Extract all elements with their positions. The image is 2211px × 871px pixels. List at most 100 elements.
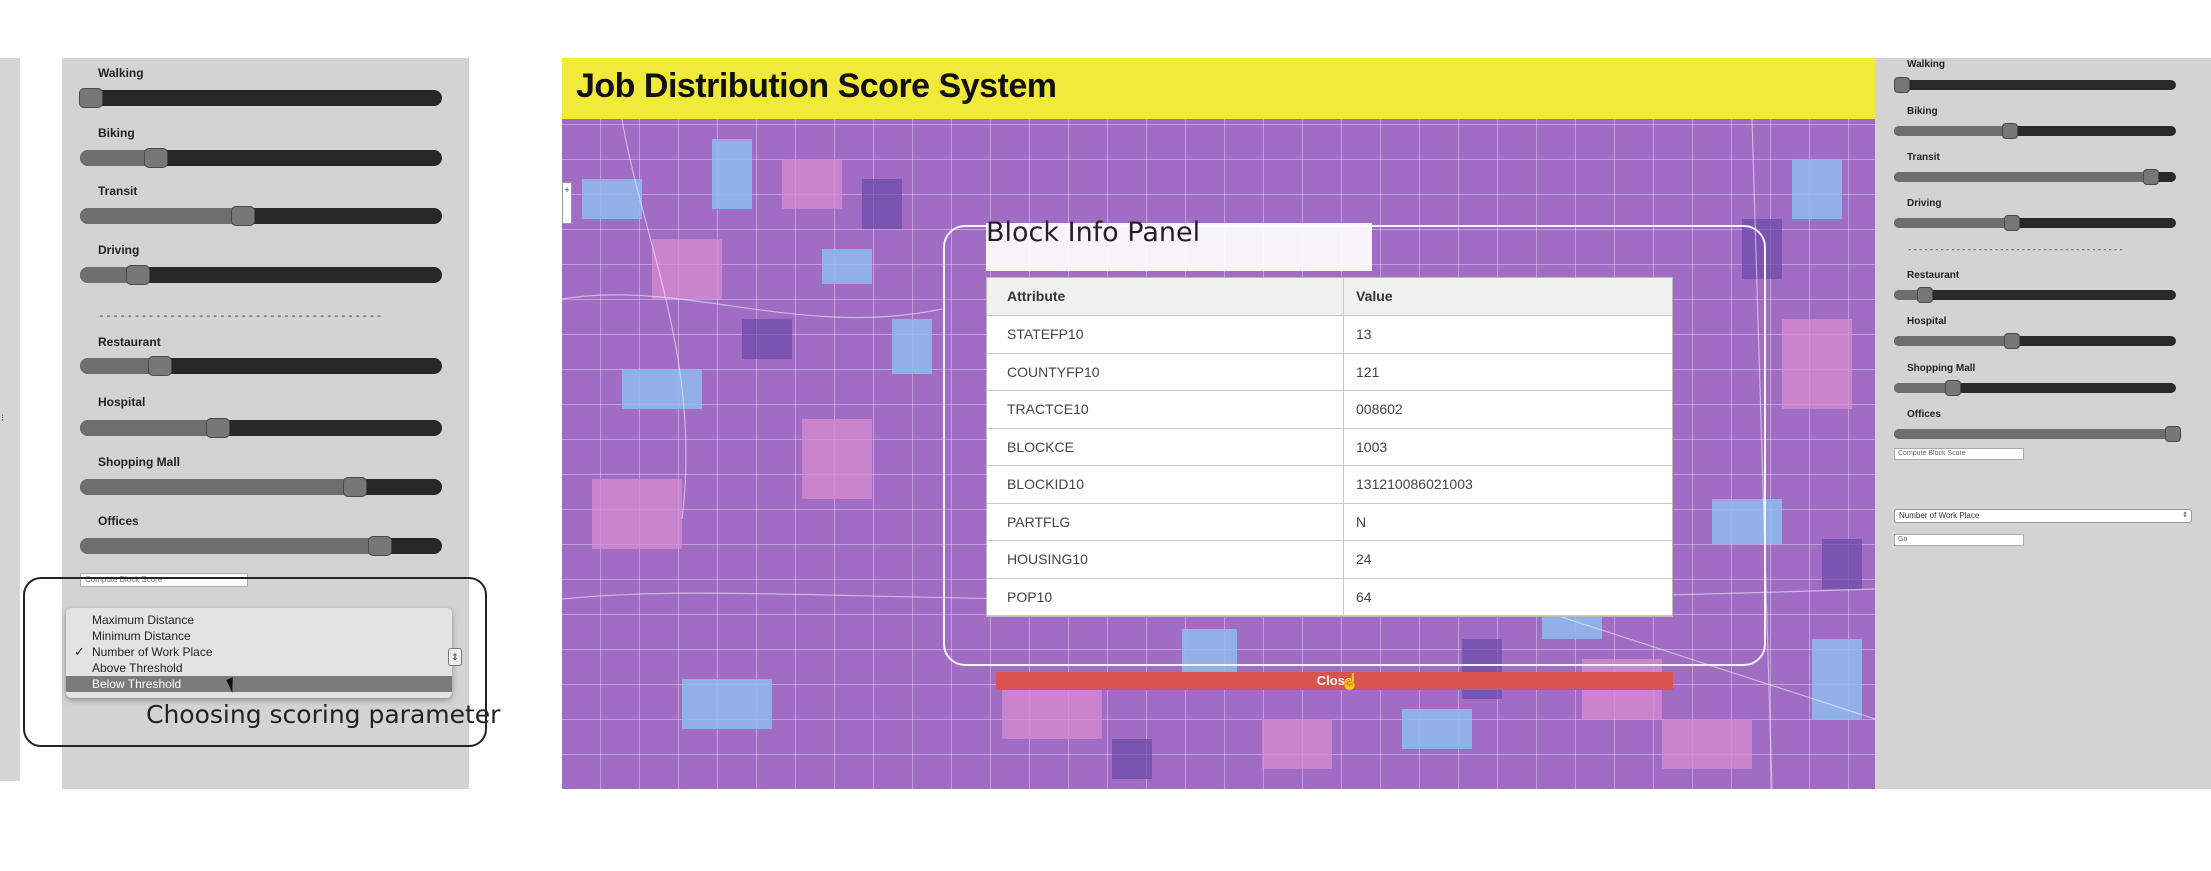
weight-slider[interactable] [1894,123,2176,139]
slider-label: Restaurant [98,335,161,349]
slider-fill [80,150,157,166]
slider-fill [80,358,160,374]
slider-handle[interactable] [1894,77,1911,93]
attribute-cell: POP10 [987,578,1344,615]
dropdown-option[interactable]: Below Threshold [66,676,452,692]
slider-fill [1894,126,2010,136]
block-map[interactable]: + Block Info Panel Attribute Value STATE… [562,119,1875,789]
slider-label: Offices [98,514,139,528]
info-panel-title: Block Info Panel [986,217,1201,248]
slider-label: Transit [98,184,138,198]
scoring-parameter-select[interactable]: Number of Work Place ⇕ [1894,509,2192,523]
weight-slider[interactable] [80,206,442,226]
slider-handle[interactable] [230,206,255,226]
slider-fill [1894,429,2174,439]
attribute-cell: BLOCKID10 [987,466,1344,503]
slider-handle[interactable] [1917,287,1934,303]
slider-fill [1894,172,2151,182]
compute-block-score-button[interactable]: Compute Block Score [80,573,248,587]
annotation-caption: Choosing scoring parameter [146,700,501,729]
compute-block-score-button[interactable]: Compute Block Score [1894,448,2024,460]
map-zoom-control[interactable]: + [562,182,572,224]
slider-handle[interactable] [1945,380,1962,396]
weight-slider[interactable] [1894,77,2176,93]
table-row: BLOCKID10 131210086021003 [987,466,1672,504]
annotation-outline [23,577,487,747]
dropdown-option-label: Maximum Distance [92,613,195,627]
dropdown-option-label: Above Threshold [92,661,183,675]
weight-slider[interactable] [80,265,442,285]
slider-handle[interactable] [205,418,230,438]
slider-handle[interactable] [2004,333,2021,349]
attribute-cell: STATEFP10 [987,316,1344,353]
slider-label: Restaurant [1907,270,1960,281]
slider-handle[interactable] [2142,169,2159,185]
table-row: COUNTYFP10 121 [987,353,1672,391]
dropdown-option-label: Below Threshold [92,677,182,691]
slider-fill [80,267,138,283]
slider-handle[interactable] [144,148,169,168]
attribute-column-header: Attribute [987,278,1344,315]
close-button[interactable]: Close [996,672,1673,690]
value-cell: 64 [1356,588,1372,605]
attribute-cell: BLOCKCE [987,428,1344,465]
value-cell: 008602 [1356,401,1403,417]
info-panel-title-background [986,223,1372,271]
table-row: POP10 64 [987,578,1672,616]
slider-fill [80,479,356,495]
attribute-cell: PARTFLG [987,503,1344,540]
slider-label: Hospital [98,395,146,409]
slider-fill [80,538,381,554]
slider-handle[interactable] [2001,123,2018,139]
go-button[interactable]: Go [1894,534,2024,546]
slider-label: Biking [98,126,135,140]
weight-slider[interactable] [80,356,442,376]
slider-handle[interactable] [2004,215,2021,231]
dropdown-option[interactable]: Above Threshold [66,660,452,676]
weight-slider[interactable] [80,536,442,556]
select-arrow-icon[interactable]: ⇕ [448,648,462,666]
slider-fill [1894,218,2013,228]
attribute-cell: COUNTYFP10 [987,353,1344,390]
table-header: Attribute Value [987,278,1672,316]
dropdown-option[interactable]: ✓ Number of Work Place [66,644,452,660]
slider-label: Walking [98,66,144,80]
checkmark-icon: ✓ [74,644,85,659]
weight-slider[interactable] [80,477,442,497]
slider-handle[interactable] [147,356,172,376]
dropdown-option-label: Number of Work Place [92,645,213,659]
dropdown-option[interactable]: Minimum Distance [66,628,452,644]
main-map-view: Job Distribution Score System [562,58,1875,789]
weight-slider[interactable] [1894,287,2176,303]
weight-slider[interactable] [78,88,442,108]
slider-handle[interactable] [2165,426,2182,442]
slider-fill [1894,290,1926,300]
section-divider: ---------------------------------------- [1907,245,2124,255]
scoring-parameter-dropdown[interactable]: Maximum Distance Minimum Distance ✓ Number … [66,608,452,698]
weight-slider[interactable] [1894,426,2182,442]
page-title: Job Distribution Score System [576,67,1057,105]
right-control-panel: Walking Biking Transit Driving Restaurant Hos… [1875,58,2211,789]
dropdown-option[interactable]: Maximum Distance [66,612,452,628]
value-cell: 1003 [1356,438,1388,455]
attribute-cell: HOUSING10 [987,541,1344,578]
slider-handle[interactable] [125,265,150,285]
slider-handle[interactable] [78,88,103,108]
slider-handle[interactable] [368,536,393,556]
value-cell: 24 [1356,551,1372,567]
slider-label: Transit [1907,152,1940,163]
slider-label: Offices [1907,409,1941,420]
weight-slider[interactable] [1894,169,2176,185]
weight-slider[interactable] [1894,380,2176,396]
slider-handle[interactable] [343,477,368,497]
weight-slider[interactable] [80,418,442,438]
slider-fill [1894,336,2013,346]
slider-fill [1894,383,1954,393]
section-divider: ---------------------------------------- [98,309,383,322]
weight-slider[interactable] [80,148,442,168]
weight-slider[interactable] [1894,333,2176,349]
value-cell: N [1356,513,1367,530]
weight-slider[interactable] [1894,215,2176,231]
edge-marker: ⁝ [1,413,5,424]
value-cell: 121 [1356,363,1380,380]
